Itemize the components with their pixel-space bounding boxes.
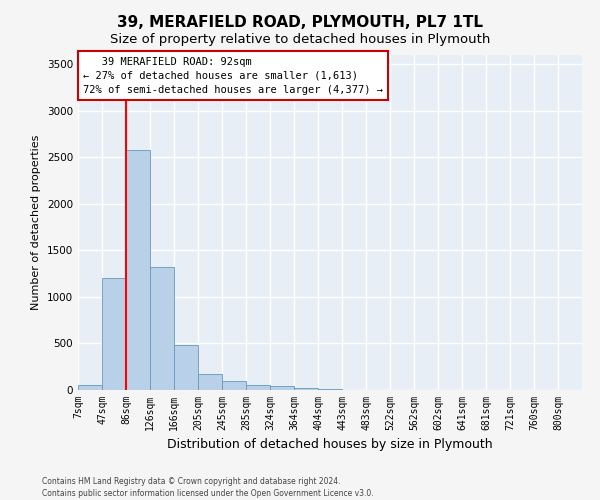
Bar — [318, 389, 342, 390]
Bar — [150, 267, 174, 390]
Bar — [174, 346, 198, 390]
Text: 39 MERAFIELD ROAD: 92sqm
← 27% of detached houses are smaller (1,613)
72% of sem: 39 MERAFIELD ROAD: 92sqm ← 27% of detach… — [83, 56, 383, 94]
Y-axis label: Number of detached properties: Number of detached properties — [31, 135, 41, 310]
Bar — [126, 150, 150, 390]
Bar — [198, 374, 222, 390]
Bar — [222, 381, 246, 390]
Bar — [78, 386, 102, 390]
Text: Size of property relative to detached houses in Plymouth: Size of property relative to detached ho… — [110, 32, 490, 46]
Bar — [102, 278, 126, 390]
Bar — [270, 386, 294, 390]
Text: Contains HM Land Registry data © Crown copyright and database right 2024.
Contai: Contains HM Land Registry data © Crown c… — [42, 476, 374, 498]
X-axis label: Distribution of detached houses by size in Plymouth: Distribution of detached houses by size … — [167, 438, 493, 452]
Bar — [246, 385, 270, 390]
Text: 39, MERAFIELD ROAD, PLYMOUTH, PL7 1TL: 39, MERAFIELD ROAD, PLYMOUTH, PL7 1TL — [117, 15, 483, 30]
Bar — [294, 388, 318, 390]
